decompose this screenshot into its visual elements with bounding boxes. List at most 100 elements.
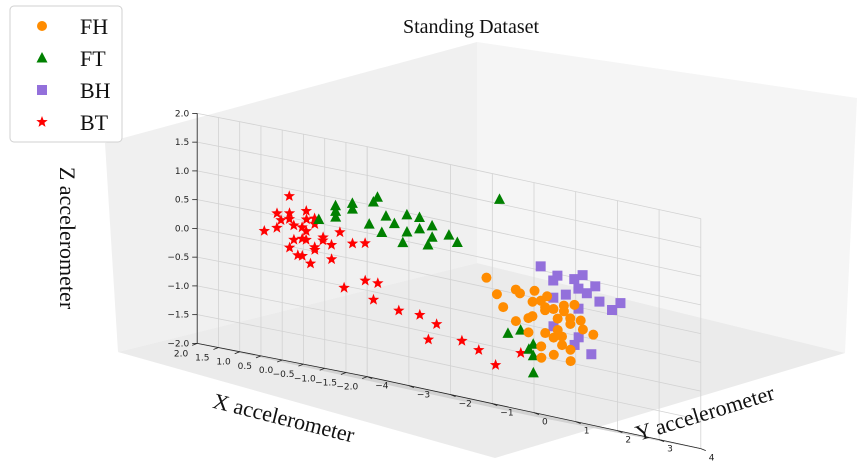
right-pane-grid-z <box>367 347 701 421</box>
point-ft <box>451 236 463 248</box>
floor-grid-y <box>405 388 576 422</box>
point-bt <box>309 244 321 255</box>
point-ft <box>346 197 358 208</box>
point-fh <box>557 340 568 351</box>
legend-label-bt: BT <box>80 110 109 135</box>
point-fh <box>548 349 559 360</box>
point-ft <box>330 199 342 211</box>
right-pane-grid-z <box>367 203 701 277</box>
point-ft <box>494 193 506 204</box>
point-bt <box>283 207 296 219</box>
point-bt <box>288 219 300 231</box>
right-pane-grid-z <box>367 232 701 306</box>
y-tick-label: 3 <box>667 445 673 455</box>
floor-pane <box>118 263 845 458</box>
left-pane-grid-z <box>197 256 368 291</box>
x-tick-mark <box>213 347 219 350</box>
point-bh <box>573 303 584 314</box>
point-fh <box>498 302 509 313</box>
point-bt <box>473 344 485 355</box>
y-tick-mark <box>367 376 373 379</box>
point-bt <box>489 359 502 370</box>
z-tick-label: −1.0 <box>167 282 189 292</box>
y-tick-label: 1 <box>584 427 590 437</box>
x-tick-mark <box>298 363 304 367</box>
point-fh <box>565 344 576 355</box>
point-fh <box>523 327 534 338</box>
floor-grid-y <box>447 397 618 431</box>
point-bt <box>325 253 338 265</box>
point-bt <box>283 190 295 201</box>
point-bh <box>552 270 563 281</box>
left-pane-grid-z <box>197 228 368 262</box>
floor-grid-y <box>363 379 535 413</box>
x-tick-label: 1.5 <box>195 354 209 364</box>
point-bt <box>367 293 380 305</box>
legend: FH FT BH BT <box>9 5 123 143</box>
point-ft <box>426 219 438 231</box>
point-bh <box>586 349 597 360</box>
y-tick-mark <box>533 412 540 415</box>
point-ft <box>443 229 455 240</box>
point-bt <box>308 212 321 224</box>
point-fh <box>491 289 502 300</box>
point-bt <box>283 213 296 224</box>
tick-labels: 2.0 1.5 1.0 0.5 0.0 −0.5 −1.0 −1.5 −2.0 −4−3−2−10… <box>167 109 714 463</box>
legend-label-ft: FT <box>80 46 106 71</box>
x-tick-label: 2.0 <box>174 349 189 359</box>
floor-grid-y <box>280 361 451 395</box>
z-tick-label: −1.5 <box>167 311 189 321</box>
point-bh <box>569 339 580 350</box>
y-tick-mark <box>575 421 581 424</box>
point-fh <box>536 352 547 363</box>
y-tick-label: −1 <box>500 409 513 419</box>
point-bt <box>422 333 435 345</box>
z-tick-label: 1.5 <box>175 138 189 148</box>
point-ft <box>527 349 539 361</box>
x-tick-label: −0.5 <box>273 370 295 380</box>
point-bt <box>359 274 371 286</box>
point-ft <box>363 218 375 229</box>
point-bt <box>300 213 313 225</box>
point-bh <box>607 305 618 315</box>
point-ft <box>371 191 383 202</box>
y-tick-mark <box>700 448 706 451</box>
point-fh <box>565 356 576 367</box>
y-tick-mark <box>408 385 415 388</box>
point-bt <box>300 205 312 216</box>
point-bt <box>515 347 527 358</box>
x-tick-mark <box>340 372 347 375</box>
point-fh <box>558 300 569 311</box>
legend-label-bh: BH <box>80 78 111 103</box>
x-tick-label: 0.0 <box>259 366 274 376</box>
z-tick-label: 1.0 <box>175 167 190 177</box>
point-ft <box>330 205 342 216</box>
point-fh <box>552 313 563 324</box>
point-bt <box>456 334 468 346</box>
x-tick-label: 1.0 <box>216 358 231 368</box>
left-pane-grid-z <box>197 285 368 320</box>
data-points <box>258 190 626 378</box>
point-ft <box>527 338 539 349</box>
point-bh <box>594 296 605 307</box>
point-fh <box>548 332 559 343</box>
legend-marker-bt <box>36 116 48 127</box>
point-fh <box>588 329 599 340</box>
z-tick-label: 0.0 <box>175 224 190 234</box>
legend-label-fh: FH <box>80 14 108 39</box>
right-pane-grid-z <box>367 146 701 219</box>
point-fh <box>577 324 588 335</box>
point-fh <box>556 331 567 342</box>
point-bh <box>581 288 592 299</box>
point-ft <box>413 211 425 222</box>
point-ft <box>422 239 434 250</box>
z-tick-label: −0.5 <box>167 253 189 263</box>
point-bt <box>338 281 350 293</box>
point-bt <box>346 237 359 249</box>
point-bt <box>334 226 346 238</box>
floor-grid-y <box>322 370 493 404</box>
point-bh <box>590 281 601 292</box>
x-tick-mark <box>277 359 283 363</box>
point-ft <box>426 231 438 242</box>
point-fh <box>575 315 586 326</box>
